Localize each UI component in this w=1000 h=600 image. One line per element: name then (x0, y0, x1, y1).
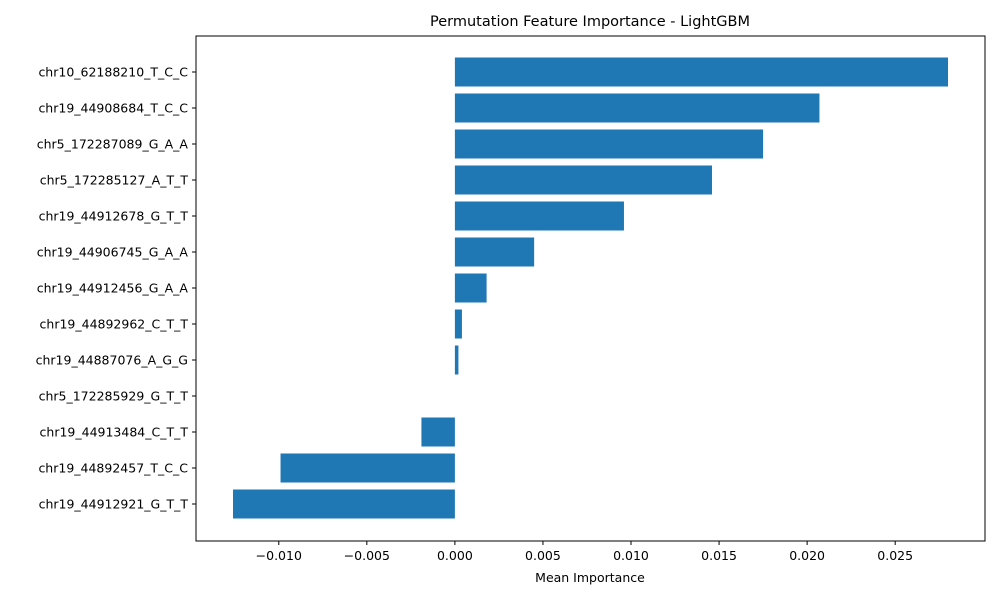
chart-title: Permutation Feature Importance - LightGB… (430, 14, 750, 30)
bar-chr10_62188210_T_C_C (454, 57, 949, 87)
y-tick-label: chr19_44906745_G_A_A (37, 245, 189, 260)
x-tick-label: 0.015 (701, 548, 737, 563)
bar-chr19_44912678_G_T_T (454, 201, 624, 231)
y-tick-label: chr19_44912678_G_T_T (39, 209, 189, 224)
y-tick-label: chr19_44892457_T_C_C (38, 461, 188, 476)
y-tick-label: chr19_44912921_G_T_T (39, 497, 189, 512)
y-tick-label: chr19_44892962_C_T_T (40, 317, 189, 332)
bar-chr5_172287089_G_A_A (454, 129, 764, 159)
y-tick-label: chr19_44908684_T_C_C (38, 101, 188, 116)
x-tick-label: 0.000 (437, 548, 473, 563)
y-tick-label: chr5_172285127_A_T_T (40, 173, 189, 188)
bar-chr19_44892457_T_C_C (280, 453, 455, 483)
bar-chr19_44912456_G_A_A (454, 273, 487, 303)
y-tick-label: chr19_44887076_A_G_G (36, 353, 188, 368)
x-tick-label: 0.025 (877, 548, 913, 563)
y-tick-label: chr10_62188210_T_C_C (38, 65, 188, 80)
y-axis-ticks: chr10_62188210_T_C_C chr19_44908684_T_C_C… (36, 65, 196, 512)
y-tick-label: chr5_172285929_G_T_T (39, 389, 189, 404)
bar-chr19_44892962_C_T_T (454, 309, 462, 339)
bars-group (232, 57, 949, 519)
bar-chr19_44887076_A_G_G (454, 345, 459, 375)
bar-chr19_44913484_C_T_T (421, 417, 455, 447)
x-tick-label: −0.005 (344, 548, 390, 563)
x-tick-label: 0.010 (613, 548, 649, 563)
x-tick-label: 0.020 (789, 548, 825, 563)
x-tick-label: 0.005 (525, 548, 561, 563)
x-tick-label: −0.010 (256, 548, 302, 563)
bar-chr19_44912921_G_T_T (232, 489, 455, 519)
bar-chr19_44908684_T_C_C (454, 93, 820, 123)
bar-chr19_44906745_G_A_A (454, 237, 535, 267)
x-axis-label: Mean Importance (535, 570, 645, 585)
y-tick-label: chr19_44912456_G_A_A (37, 281, 189, 296)
x-axis-ticks: −0.010 −0.005 0.000 0.005 0.010 0.015 0.020 0.0… (256, 541, 913, 563)
y-tick-label: chr19_44913484_C_T_T (40, 425, 189, 440)
y-tick-label: chr5_172287089_G_A_A (37, 137, 189, 152)
bar-chr5_172285127_A_T_T (454, 165, 713, 195)
